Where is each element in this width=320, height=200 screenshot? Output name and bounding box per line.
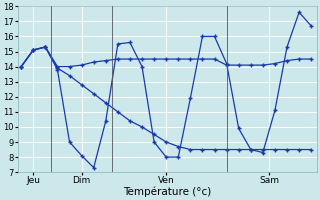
X-axis label: Température (°c): Température (°c) (123, 187, 212, 197)
